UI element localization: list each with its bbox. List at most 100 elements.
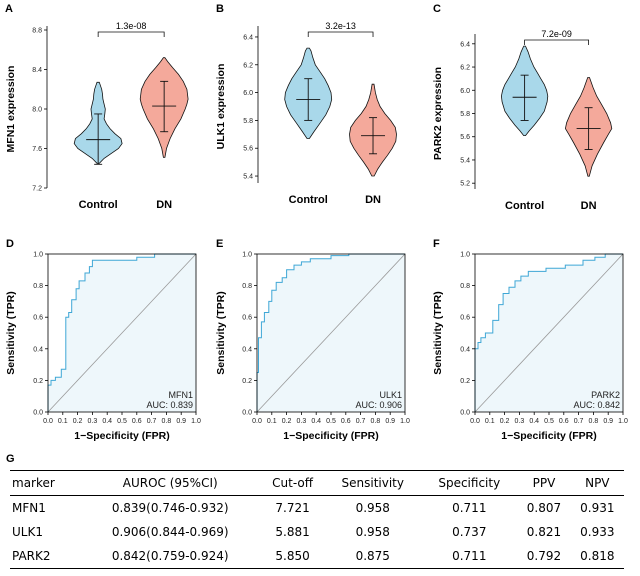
x-tick-label: 0.0 bbox=[470, 418, 480, 425]
roc-curve-park2 bbox=[474, 253, 623, 412]
x-tick-label: 0.1 bbox=[267, 418, 277, 425]
legend-marker-name: PARK2 bbox=[591, 390, 620, 400]
x-tick-label: 0.8 bbox=[371, 418, 381, 425]
significance-bracket bbox=[307, 31, 374, 37]
chance-diagonal bbox=[47, 253, 197, 413]
y-tick-label: 0.6 bbox=[460, 315, 470, 322]
y-tick-label: 8.8 bbox=[32, 28, 42, 35]
y-tick-label: 0.0 bbox=[242, 410, 252, 417]
col-header-npv: NPV bbox=[585, 476, 610, 490]
x-category-label: Control bbox=[289, 194, 328, 206]
col-header-marker: marker bbox=[12, 476, 55, 490]
x-tick-label: 1.0 bbox=[618, 418, 628, 425]
legend-auc: AUC: 0.906 bbox=[355, 400, 402, 410]
x-tick-label: 0.2 bbox=[500, 418, 510, 425]
stats-table: marker AUROC (95%CI) Cut-off Sensitivity… bbox=[10, 470, 624, 569]
x-tick-label: 0.8 bbox=[162, 418, 172, 425]
panel-letter: D bbox=[6, 238, 14, 250]
col-header-ppv: PPV bbox=[532, 476, 556, 490]
y-tick-label: 6.0 bbox=[243, 90, 253, 97]
table-cell: 0.933 bbox=[580, 525, 615, 539]
legend-marker-name: ULK1 bbox=[379, 390, 402, 400]
x-tick-label: 0.4 bbox=[529, 418, 539, 425]
table-row: ULK1 0.906(0.844-0.969) 5.881 0.958 0.73… bbox=[10, 520, 624, 544]
y-tick-label: 1.0 bbox=[242, 252, 252, 259]
y-axis-label: Sensitivity (TPR) bbox=[5, 291, 17, 374]
x-tick-label: 0.2 bbox=[282, 418, 292, 425]
p-value-label: 1.3e-08 bbox=[116, 21, 147, 31]
y-tick-label: 5.8 bbox=[243, 118, 253, 125]
y-tick-label: 0.4 bbox=[242, 346, 252, 353]
table-cell: 7.721 bbox=[275, 501, 310, 515]
y-tick-label: 5.4 bbox=[460, 157, 470, 164]
violin-panel-c: C 5.2 5.4 5.6 5.8 6.0 6.2 6.4 PARK2 expression Co… bbox=[432, 3, 613, 212]
x-tick-label: 0.6 bbox=[559, 418, 569, 425]
panel-letter-g: G bbox=[6, 453, 15, 465]
x-tick-label: 0.4 bbox=[311, 418, 321, 425]
roc-curve-mfn1 bbox=[47, 253, 196, 412]
x-tick-label: 0.9 bbox=[176, 418, 186, 425]
significance-bracket bbox=[524, 39, 589, 45]
panel-letter: F bbox=[433, 238, 440, 250]
x-tick-label: 0.5 bbox=[117, 418, 127, 425]
x-axis-label: 1−Specificity (FPR) bbox=[74, 430, 169, 442]
x-category-label: Control bbox=[79, 199, 118, 211]
x-tick-label: 0.1 bbox=[485, 418, 495, 425]
x-tick-label: 0.6 bbox=[341, 418, 351, 425]
table-cell: 0.737 bbox=[452, 525, 487, 539]
chance-diagonal bbox=[474, 253, 624, 413]
table-header-row: marker AUROC (95%CI) Cut-off Sensitivity… bbox=[10, 470, 624, 496]
x-tick-label: 0.0 bbox=[252, 418, 262, 425]
x-tick-label: 0.7 bbox=[356, 418, 366, 425]
y-tick-label: 5.6 bbox=[460, 134, 470, 141]
y-tick-label: 6.2 bbox=[243, 62, 253, 69]
col-header-cutoff: Cut-off bbox=[272, 476, 313, 490]
x-tick-label: 0.3 bbox=[515, 418, 525, 425]
x-axis-label: 1−Specificity (FPR) bbox=[283, 430, 378, 442]
x-category-label: Control bbox=[505, 200, 544, 212]
x-tick-label: 0.4 bbox=[102, 418, 112, 425]
table-cell: MFN1 bbox=[12, 501, 46, 515]
table-cell: 0.906(0.844-0.969) bbox=[111, 525, 229, 539]
x-tick-label: 0.9 bbox=[385, 418, 395, 425]
y-axis-label: PARK2 expression bbox=[432, 67, 444, 160]
y-tick-label: 1.0 bbox=[460, 252, 470, 259]
p-value-label: 3.2e-13 bbox=[325, 21, 356, 31]
table-cell: ULK1 bbox=[12, 525, 43, 539]
x-tick-label: 0.6 bbox=[132, 418, 142, 425]
y-tick-label: 8.4 bbox=[32, 67, 42, 74]
y-tick-label: 6.4 bbox=[460, 41, 470, 48]
table-cell: 5.881 bbox=[275, 525, 310, 539]
chance-diagonal bbox=[256, 253, 406, 413]
y-tick-label: 5.2 bbox=[460, 181, 470, 188]
x-tick-label: 0.0 bbox=[43, 418, 53, 425]
table-cell: 0.842(0.759-0.924) bbox=[111, 549, 229, 563]
legend-auc: AUC: 0.839 bbox=[146, 400, 193, 410]
y-tick-label: 0.4 bbox=[460, 346, 470, 353]
x-category-label: DN bbox=[365, 194, 381, 206]
x-tick-label: 1.0 bbox=[191, 418, 201, 425]
table-cell: 0.821 bbox=[526, 525, 562, 539]
roc-panel-d: D 0.0 0.1 0.2 0.3 0.4 0.5 0.6 0.7 0.8 0.9 1.0 0.0 0.2… bbox=[5, 238, 201, 442]
table-cell: 0.792 bbox=[526, 549, 562, 563]
y-axis-label: Sensitivity (TPR) bbox=[215, 291, 227, 374]
table-cell: 0.958 bbox=[355, 525, 390, 539]
table-cell: PARK2 bbox=[12, 549, 51, 563]
p-value-label: 7.2e-09 bbox=[541, 29, 572, 39]
roc-curve-ulk1 bbox=[256, 253, 405, 412]
table-cell: 0.931 bbox=[580, 501, 615, 515]
y-tick-label: 7.2 bbox=[32, 186, 42, 193]
y-axis-label: Sensitivity (TPR) bbox=[432, 291, 444, 374]
y-tick-label: 0.2 bbox=[242, 378, 252, 385]
legend-marker-name: MFN1 bbox=[169, 390, 194, 400]
y-tick-label: 5.4 bbox=[243, 174, 253, 181]
x-axis-label: 1−Specificity (FPR) bbox=[501, 430, 596, 442]
panel-g: G marker AUROC (95%CI) Cut-off Sensitivi… bbox=[0, 452, 640, 576]
col-header-specificity: Specificity bbox=[438, 476, 501, 490]
y-tick-label: 0.6 bbox=[242, 315, 252, 322]
panel-letter: B bbox=[216, 3, 224, 15]
x-tick-label: 0.5 bbox=[544, 418, 554, 425]
y-tick-label: 5.6 bbox=[243, 146, 253, 153]
table-cell: 0.711 bbox=[452, 549, 487, 563]
y-tick-label: 6.2 bbox=[460, 65, 470, 72]
